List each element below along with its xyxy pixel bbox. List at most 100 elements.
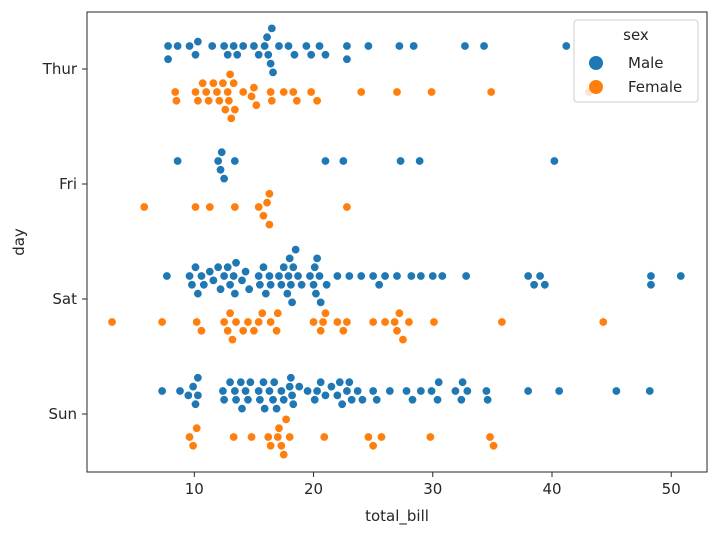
y-tick-label: Thur bbox=[42, 60, 78, 78]
data-point-female-thur bbox=[251, 100, 261, 110]
data-point-male-sat bbox=[274, 271, 284, 281]
data-point-male-sun bbox=[241, 386, 251, 396]
x-tick-label: 10 bbox=[185, 480, 204, 498]
data-point-male-sat bbox=[523, 271, 533, 281]
data-point-male-fri bbox=[219, 174, 229, 184]
data-point-male-sat bbox=[193, 289, 203, 299]
data-point-male-sun bbox=[611, 386, 621, 396]
data-point-female-sat bbox=[398, 335, 408, 345]
data-point-female-thur bbox=[288, 87, 298, 97]
data-point-female-sun bbox=[281, 414, 291, 424]
data-point-female-sat bbox=[243, 317, 253, 327]
data-point-female-sat bbox=[249, 326, 259, 336]
data-point-male-sat bbox=[254, 271, 264, 281]
data-point-male-sat bbox=[199, 280, 209, 290]
data-point-female-thur bbox=[238, 87, 248, 97]
data-point-male-thur bbox=[306, 50, 316, 60]
data-point-female-fri bbox=[139, 202, 149, 212]
data-point-female-thur bbox=[266, 87, 276, 97]
data-point-female-fri bbox=[230, 202, 240, 212]
data-point-male-sat bbox=[230, 289, 240, 299]
data-point-male-sat bbox=[356, 271, 366, 281]
data-point-male-sun bbox=[175, 386, 185, 396]
data-point-male-sat bbox=[276, 280, 286, 290]
data-point-female-sat bbox=[342, 317, 352, 327]
data-point-male-sun bbox=[337, 399, 347, 409]
data-point-male-sun bbox=[245, 377, 255, 387]
data-point-male-sun bbox=[193, 390, 203, 400]
data-point-male-sat bbox=[309, 280, 319, 290]
data-point-female-fri bbox=[264, 189, 274, 199]
data-point-female-thur bbox=[193, 96, 203, 106]
y-tick-label: Sat bbox=[52, 290, 77, 308]
data-point-female-sun bbox=[485, 432, 495, 442]
data-point-male-sun bbox=[357, 395, 367, 405]
data-point-female-thur bbox=[356, 87, 366, 97]
data-point-male-sat bbox=[314, 271, 324, 281]
data-point-female-sat bbox=[394, 308, 404, 318]
data-point-female-sat bbox=[231, 317, 241, 327]
data-point-male-sun bbox=[427, 386, 437, 396]
data-point-female-sat bbox=[266, 317, 276, 327]
data-point-male-sat bbox=[646, 271, 656, 281]
data-point-male-sat bbox=[676, 271, 686, 281]
data-point-male-sat bbox=[282, 289, 292, 299]
data-point-female-sun bbox=[368, 441, 378, 451]
data-point-female-thur bbox=[225, 69, 235, 79]
data-point-male-sun bbox=[230, 386, 240, 396]
data-point-male-sat bbox=[316, 297, 326, 307]
data-point-male-sat bbox=[291, 245, 301, 255]
data-point-male-sun bbox=[254, 386, 264, 396]
data-point-male-sat bbox=[322, 280, 332, 290]
data-point-male-sun bbox=[458, 377, 468, 387]
data-point-male-sun bbox=[268, 395, 278, 405]
data-point-male-thur bbox=[193, 37, 203, 47]
data-point-male-thur bbox=[191, 50, 201, 60]
x-tick-label: 30 bbox=[423, 480, 442, 498]
data-point-male-sun bbox=[407, 395, 417, 405]
data-point-female-sat bbox=[227, 335, 237, 345]
data-point-male-thur bbox=[363, 41, 373, 51]
data-point-male-sat bbox=[540, 280, 550, 290]
data-point-female-sat bbox=[157, 317, 167, 327]
data-point-female-sun bbox=[188, 441, 198, 451]
data-point-male-sat bbox=[237, 275, 247, 285]
data-point-male-sun bbox=[316, 377, 326, 387]
data-point-male-sat bbox=[310, 262, 320, 272]
data-point-male-sun bbox=[434, 377, 444, 387]
data-point-male-sun bbox=[219, 395, 229, 405]
data-point-male-sun bbox=[326, 382, 336, 392]
data-point-male-sun bbox=[310, 395, 320, 405]
data-point-female-sat bbox=[380, 317, 390, 327]
data-point-female-thur bbox=[312, 96, 322, 106]
data-point-female-sun bbox=[363, 432, 373, 442]
data-point-male-sun bbox=[236, 377, 246, 387]
data-point-female-fri bbox=[191, 202, 201, 212]
data-point-female-sun bbox=[192, 423, 202, 433]
data-point-male-sat bbox=[368, 271, 378, 281]
data-point-female-sun bbox=[273, 432, 283, 442]
data-point-male-thur bbox=[254, 50, 264, 60]
data-point-female-thur bbox=[220, 105, 230, 115]
data-points bbox=[107, 23, 686, 460]
data-point-female-sun bbox=[425, 432, 435, 442]
data-point-male-sun bbox=[288, 399, 298, 409]
data-point-male-sat bbox=[312, 253, 322, 263]
data-point-female-fri bbox=[254, 202, 264, 212]
data-point-male-sun bbox=[332, 390, 342, 400]
data-point-female-sat bbox=[320, 308, 330, 318]
data-point-male-sun bbox=[286, 373, 296, 383]
data-point-male-sat bbox=[283, 271, 293, 281]
data-point-female-thur bbox=[171, 96, 181, 106]
legend-male-label: Male bbox=[628, 54, 664, 72]
data-point-male-sun bbox=[372, 395, 382, 405]
data-point-male-fri bbox=[216, 165, 226, 175]
data-point-male-sun bbox=[285, 382, 295, 392]
data-point-male-sun bbox=[450, 386, 460, 396]
data-point-female-sat bbox=[338, 326, 348, 336]
data-point-male-sun bbox=[523, 386, 533, 396]
data-point-male-sun bbox=[483, 395, 493, 405]
data-point-male-sun bbox=[645, 386, 655, 396]
data-point-male-sun bbox=[191, 399, 201, 409]
legend-female-label: Female bbox=[628, 78, 682, 96]
